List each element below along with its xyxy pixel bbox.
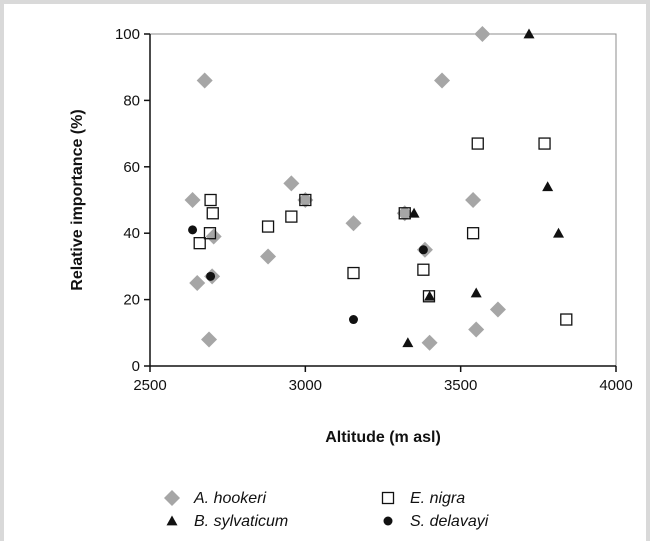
y-tick-label: 60 bbox=[123, 159, 140, 176]
x-tick-label: 3500 bbox=[444, 377, 477, 394]
data-point bbox=[345, 215, 362, 232]
data-point bbox=[184, 192, 201, 208]
legend-item: A. hookeri bbox=[164, 490, 266, 507]
legend-marker bbox=[164, 490, 180, 506]
legend-item: S. delavayi bbox=[383, 513, 489, 530]
x-tick-label: 2500 bbox=[133, 377, 166, 394]
data-point bbox=[470, 287, 482, 298]
data-point bbox=[261, 220, 275, 233]
data-point bbox=[203, 227, 217, 240]
data-point bbox=[188, 225, 198, 235]
legend-marker bbox=[381, 491, 395, 505]
series-circle bbox=[188, 225, 428, 325]
y-axis-title: Relative importance (%) bbox=[69, 109, 86, 290]
data-point bbox=[189, 275, 206, 291]
y-tick-label: 40 bbox=[123, 225, 140, 242]
data-point bbox=[193, 237, 206, 250]
data-point bbox=[201, 331, 218, 348]
figure-right-border bbox=[646, 0, 650, 541]
data-point bbox=[408, 207, 420, 218]
legend-item: B. sylvaticum bbox=[166, 513, 288, 530]
y-tick-label: 0 bbox=[132, 358, 140, 375]
data-point bbox=[398, 207, 411, 220]
data-point bbox=[348, 315, 358, 325]
axis-ticks: 0 20 40 60 80 100 2500 3000 3500 4000 bbox=[115, 26, 633, 394]
data-point bbox=[474, 26, 491, 42]
legend-label: B. sylvaticum bbox=[194, 513, 288, 530]
series-open-square bbox=[193, 137, 573, 326]
x-tick-label: 4000 bbox=[599, 377, 632, 394]
data-point bbox=[402, 337, 414, 348]
data-point bbox=[418, 245, 428, 255]
legend-label: E. nigra bbox=[410, 490, 465, 507]
data-point bbox=[396, 205, 413, 222]
data-point bbox=[260, 248, 277, 265]
data-point bbox=[542, 181, 554, 192]
data-point bbox=[553, 227, 565, 238]
y-tick-label: 20 bbox=[123, 292, 140, 309]
legend-marker bbox=[166, 515, 178, 526]
data-point bbox=[466, 227, 480, 240]
data-point bbox=[465, 192, 482, 208]
legend-marker bbox=[383, 516, 393, 526]
data-point bbox=[424, 290, 436, 301]
data-point bbox=[560, 313, 573, 326]
data-point bbox=[204, 193, 217, 207]
legend-item: E. nigra bbox=[381, 490, 465, 507]
data-point bbox=[417, 263, 430, 276]
data-point bbox=[468, 321, 485, 338]
data-point bbox=[422, 290, 436, 303]
y-tick-label: 80 bbox=[123, 92, 140, 109]
data-point bbox=[206, 207, 219, 220]
legend: A. hookeri E. nigra B. sylvaticum S. delava… bbox=[164, 490, 489, 530]
data-point bbox=[538, 137, 551, 150]
data-point bbox=[523, 28, 535, 39]
data-point bbox=[285, 210, 298, 223]
x-axis-title: Altitude (m asl) bbox=[325, 429, 441, 446]
legend-label: S. delavayi bbox=[410, 513, 489, 530]
series-diamond bbox=[184, 26, 506, 351]
series-triangle bbox=[402, 28, 565, 348]
data-point bbox=[297, 192, 314, 208]
data-point bbox=[347, 266, 360, 280]
data-point bbox=[206, 271, 216, 281]
data-point bbox=[421, 334, 438, 351]
data-point bbox=[205, 228, 222, 245]
legend-label: A. hookeri bbox=[193, 490, 266, 507]
data-point bbox=[489, 301, 506, 318]
data-point bbox=[196, 72, 213, 89]
data-point bbox=[283, 175, 300, 192]
data-point bbox=[434, 72, 451, 89]
data-points bbox=[184, 26, 573, 351]
data-point bbox=[471, 137, 484, 150]
x-tick-label: 3000 bbox=[289, 377, 322, 394]
y-tick-label: 100 bbox=[115, 26, 140, 43]
data-point bbox=[299, 193, 312, 207]
figure-top-border bbox=[0, 0, 650, 4]
figure-left-border bbox=[0, 0, 4, 541]
